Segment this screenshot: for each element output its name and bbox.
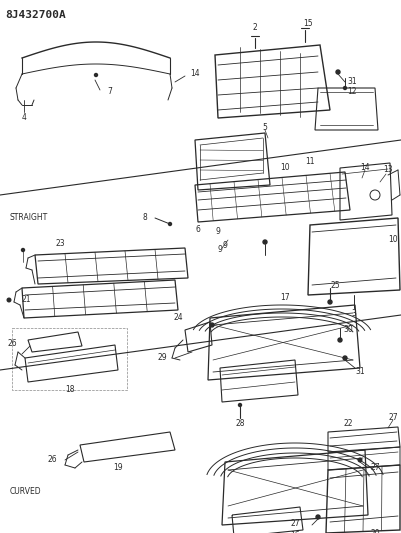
- Circle shape: [239, 403, 241, 407]
- Text: 12: 12: [347, 87, 357, 96]
- Circle shape: [316, 515, 320, 519]
- Text: 30: 30: [343, 326, 353, 335]
- Text: 18: 18: [65, 385, 75, 394]
- Text: 31: 31: [355, 367, 365, 376]
- Circle shape: [336, 70, 340, 74]
- Text: 8: 8: [143, 214, 148, 222]
- Text: 9: 9: [218, 246, 223, 254]
- Circle shape: [370, 190, 380, 200]
- Text: 19: 19: [113, 464, 123, 472]
- Text: 27: 27: [290, 520, 300, 529]
- Text: 5: 5: [263, 123, 267, 132]
- Circle shape: [210, 323, 214, 327]
- Circle shape: [328, 300, 332, 304]
- Text: 25: 25: [330, 280, 340, 289]
- Text: 21: 21: [22, 295, 32, 304]
- Text: 13: 13: [383, 166, 393, 174]
- Text: 29: 29: [157, 353, 167, 362]
- Text: 6: 6: [196, 225, 200, 235]
- Text: 31: 31: [347, 77, 357, 86]
- Text: 8J432700A: 8J432700A: [5, 10, 66, 20]
- Text: 10: 10: [280, 163, 290, 172]
- Text: 27: 27: [388, 414, 398, 423]
- Text: 20: 20: [370, 529, 380, 533]
- Text: 26: 26: [7, 340, 17, 349]
- Circle shape: [344, 86, 346, 90]
- Text: 9: 9: [223, 240, 227, 249]
- Text: 14: 14: [190, 69, 200, 77]
- Text: CURVED: CURVED: [10, 488, 42, 497]
- Text: 26: 26: [47, 456, 57, 464]
- Text: 15: 15: [303, 19, 313, 28]
- Text: 2: 2: [253, 23, 257, 33]
- Text: 22: 22: [343, 419, 353, 429]
- Text: STRAIGHT: STRAIGHT: [10, 214, 48, 222]
- Circle shape: [343, 356, 347, 360]
- Text: 17: 17: [280, 294, 290, 303]
- Circle shape: [338, 338, 342, 342]
- Circle shape: [358, 458, 362, 462]
- Circle shape: [95, 74, 97, 77]
- Text: 23: 23: [55, 238, 65, 247]
- Circle shape: [7, 298, 11, 302]
- Circle shape: [22, 248, 24, 252]
- Text: 24: 24: [173, 313, 183, 322]
- Text: 14: 14: [360, 163, 370, 172]
- Circle shape: [168, 222, 172, 225]
- Text: 9: 9: [216, 228, 221, 237]
- Text: 11: 11: [305, 157, 315, 166]
- Text: 16: 16: [290, 530, 300, 533]
- Text: 7: 7: [107, 87, 112, 96]
- Text: 27: 27: [370, 464, 380, 472]
- Text: 28: 28: [235, 419, 245, 429]
- Text: 10: 10: [388, 236, 398, 245]
- Text: 3: 3: [352, 310, 356, 319]
- Circle shape: [263, 240, 267, 244]
- Text: 4: 4: [22, 114, 26, 123]
